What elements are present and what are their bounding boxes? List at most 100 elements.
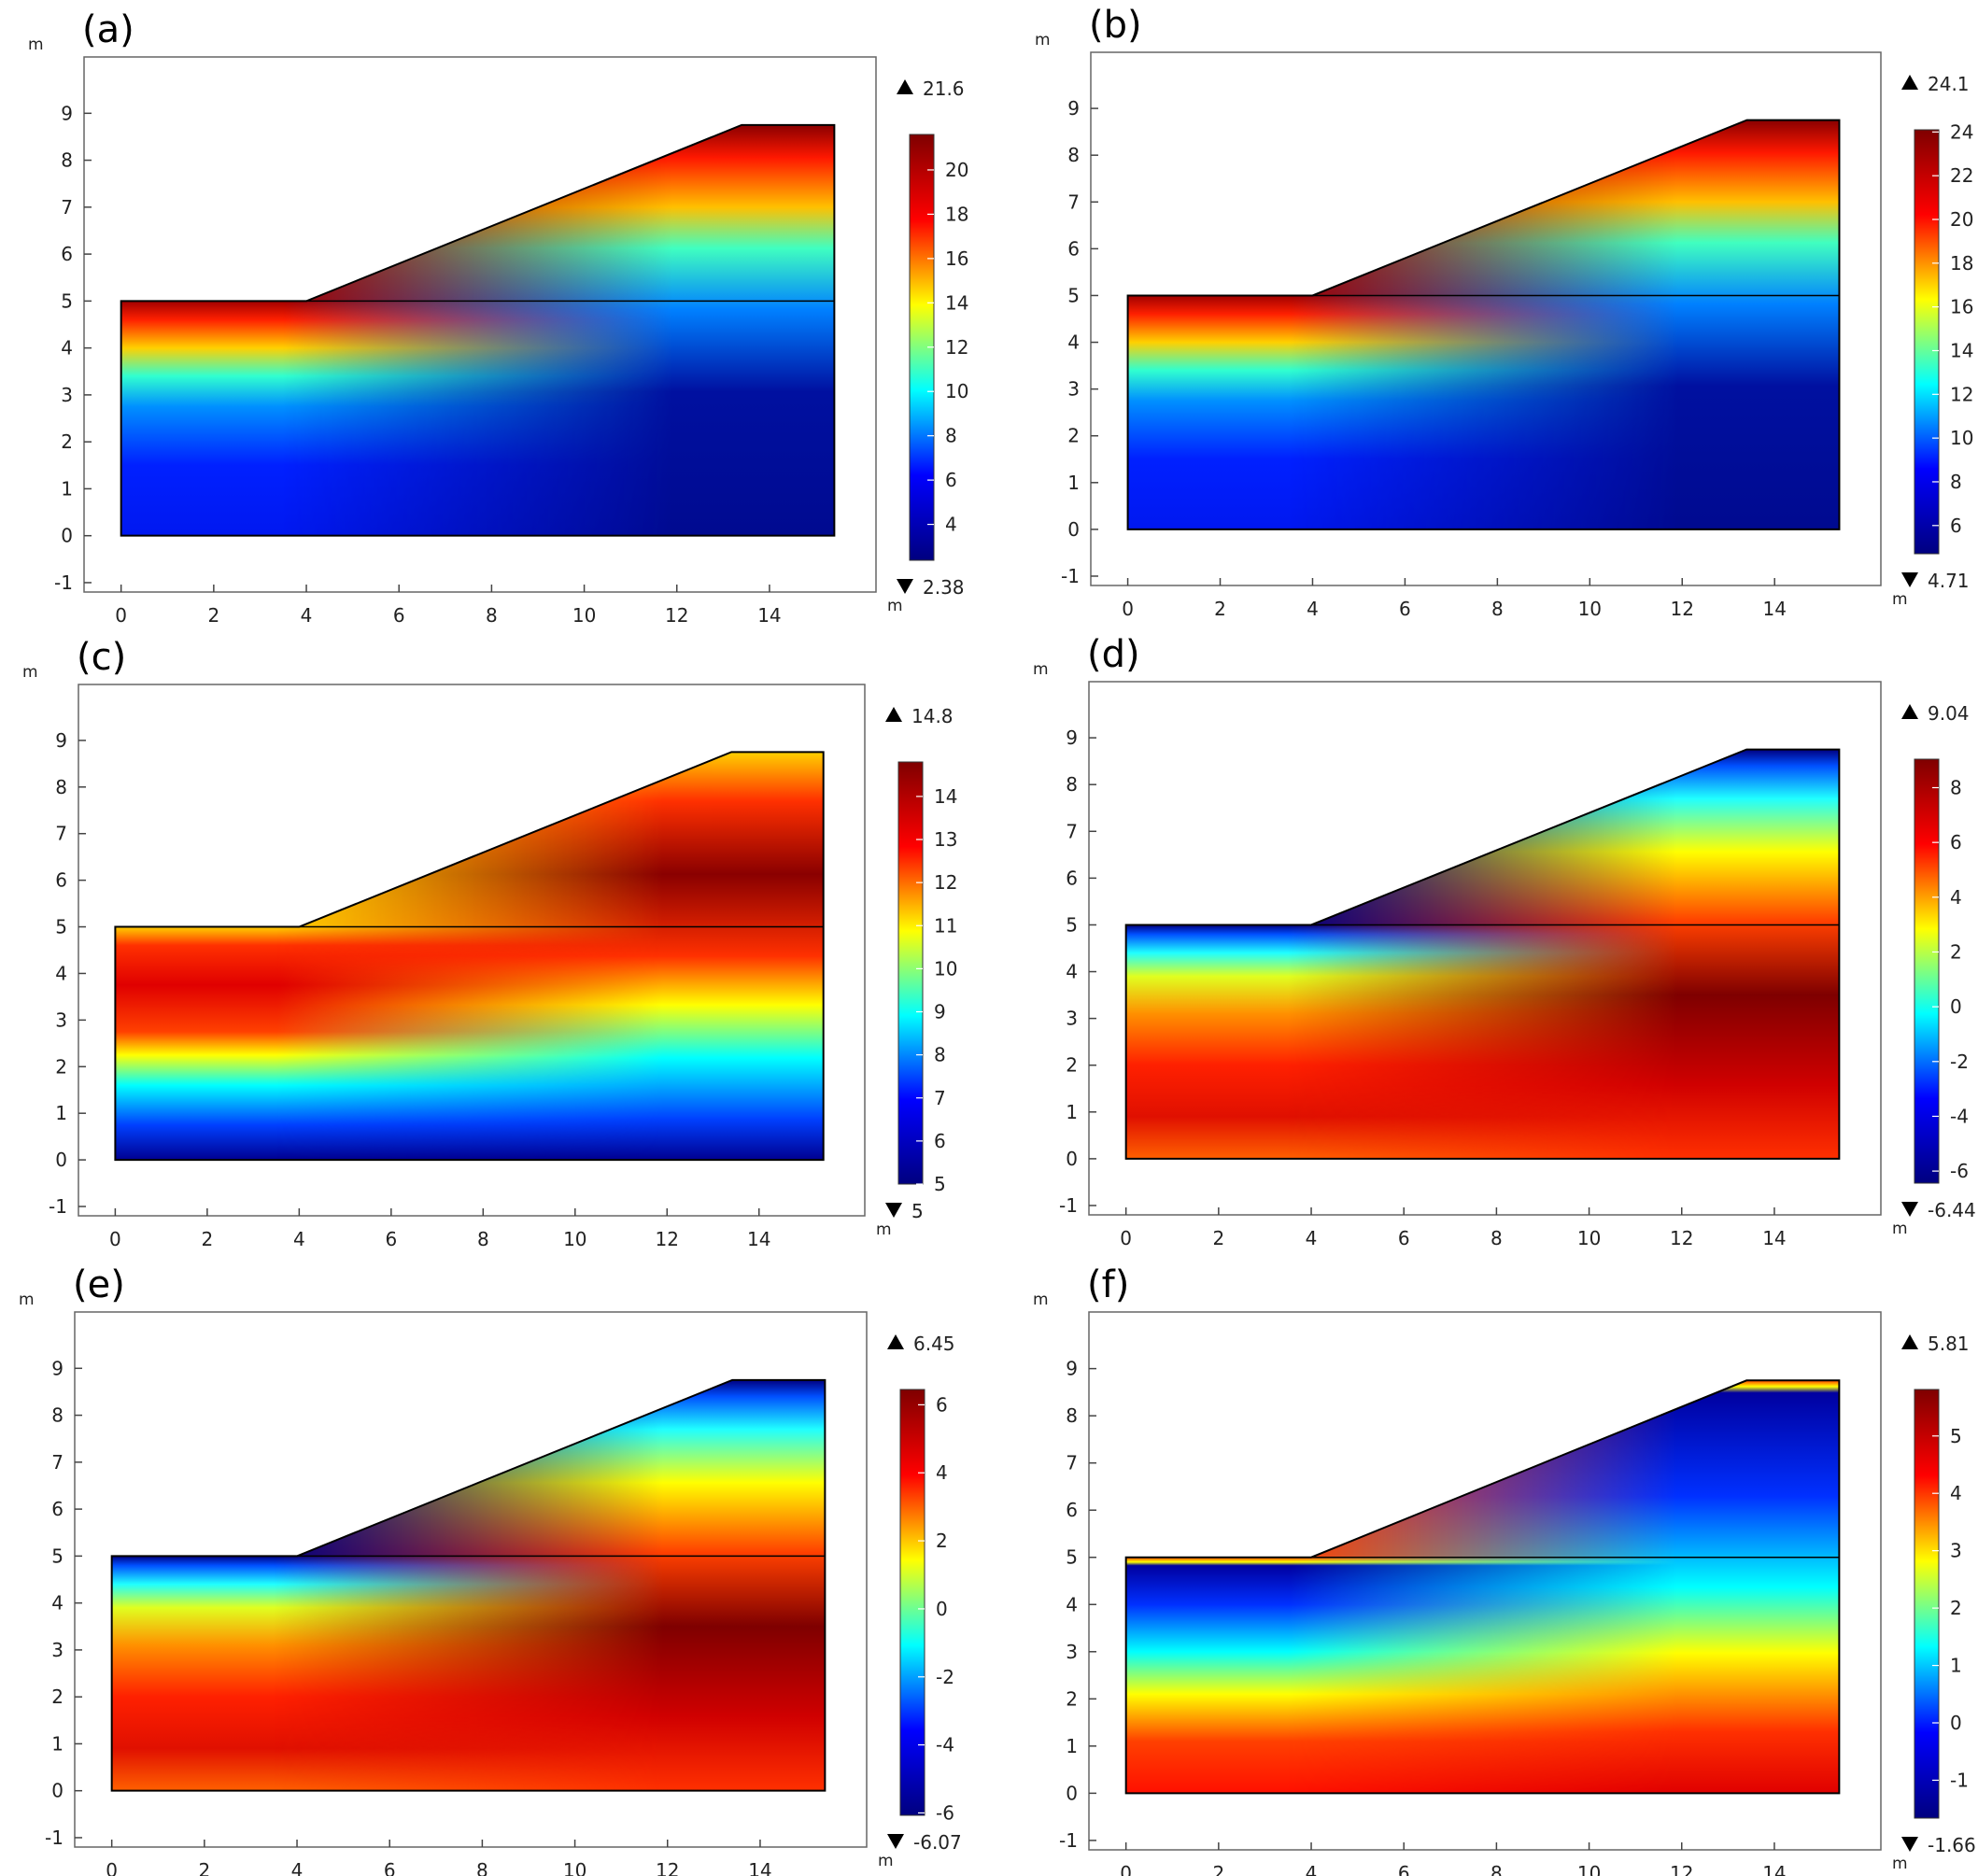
min-marker-icon [1901,572,1918,587]
max-marker-icon [897,79,913,94]
y-tick-label: 1 [55,1102,67,1124]
x-tick-label: 6 [393,604,405,627]
x-tick-label: 0 [1120,1227,1132,1249]
x-tick-label: 6 [1399,598,1411,620]
colorbar-tick-label: 6 [1950,831,1962,853]
y-tick-label: 5 [1067,284,1080,306]
colorbar-tick-label: 3 [1950,1540,1962,1562]
y-tick-label: 4 [55,962,67,984]
max-marker-icon [887,1334,904,1349]
x-tick-label: 4 [1306,1227,1318,1249]
x-axis-label: m [876,1220,892,1239]
y-tick-label: 8 [61,149,73,172]
colorbar-tick-label: 4 [936,1461,948,1484]
colorbar-tick-label: 2 [1950,940,1962,963]
colorbar [899,1389,925,1816]
colorbar-tick-label: 10 [934,957,957,980]
colorbar-tick-label: 12 [1950,383,1973,405]
colorbar-tick-label: 10 [1950,427,1973,449]
colorbar-tick-label: 18 [1950,252,1973,275]
y-tick-label: 3 [51,1639,64,1661]
y-tick-label: 1 [51,1732,64,1755]
colorbar-tick-label: 8 [1950,777,1962,799]
y-tick-label: 3 [55,1009,67,1031]
x-tick-label: 4 [291,1859,304,1876]
colorbar-tick-label: -2 [936,1666,954,1688]
x-tick-label: 12 [1671,598,1694,620]
colorbar-tick-label: 9 [934,1001,946,1023]
colorbar [1914,129,1940,555]
x-axis-label: m [878,1852,894,1870]
x-tick-label: 2 [1214,598,1226,620]
panel-e: (e)0 2 4 6 8 10 12 14-10123456789mm-6-4-202466.… [19,1263,962,1876]
x-tick-label: 10 [1577,1227,1601,1249]
colorbar-tick-label: 22 [1950,164,1973,187]
y-tick-label: 8 [1066,1404,1078,1427]
max-marker-icon [1901,75,1918,90]
x-tick-label: 2 [198,1859,210,1876]
y-tick-label: 0 [61,525,73,547]
x-tick-label: 0 [109,1228,121,1250]
y-tick-label: 2 [1066,1687,1078,1710]
x-tick-label: 14 [1762,1227,1786,1249]
colorbar-tick-label: 4 [1950,886,1962,909]
x-tick-label: 0 [106,1859,118,1876]
y-tick-label: 1 [1066,1101,1078,1123]
panel-label: (e) [73,1263,125,1306]
x-axis-label: m [887,597,903,615]
x-tick-label: 8 [1491,1227,1503,1249]
colorbar-tick-label: 12 [945,336,968,359]
y-tick-label: 6 [51,1498,64,1520]
x-tick-label: 10 [563,1859,586,1876]
x-tick-label: 2 [202,1228,214,1250]
y-tick-label: 5 [51,1545,64,1567]
y-tick-label: 8 [55,776,67,798]
panel-label: (f) [1087,1263,1129,1306]
y-tick-label: 0 [55,1149,67,1171]
y-axis-label: m [1033,1291,1049,1309]
y-tick-label: 9 [1066,726,1078,749]
max-value-label: 24.1 [1928,73,1970,95]
max-value-label: 14.8 [911,705,954,727]
panel-label: (c) [77,636,126,679]
y-axis-label: m [28,35,44,54]
x-tick-label: 0 [115,604,127,627]
x-tick-label: 6 [1398,1227,1410,1249]
colorbar-tick-label: 6 [945,469,957,491]
y-tick-label: 4 [1066,1593,1078,1615]
y-tick-label: 7 [51,1451,64,1474]
x-tick-label: 14 [757,604,781,627]
colorbar-tick-label: 2 [1950,1597,1962,1619]
x-tick-label: 2 [1212,1862,1224,1876]
min-value-label: -6.07 [913,1831,962,1854]
y-tick-label: 7 [1066,820,1078,842]
y-tick-label: 9 [61,102,73,124]
y-tick-label: 1 [1067,472,1080,494]
colorbar-tick-label: -4 [936,1734,954,1756]
colorbar-tick-label: 8 [1950,471,1962,493]
panel-label: (d) [1087,633,1140,676]
y-tick-label: 0 [1066,1148,1078,1170]
panel-label: (b) [1089,4,1142,47]
x-tick-label: 10 [1577,1862,1601,1876]
x-tick-label: 14 [1762,1862,1786,1876]
x-tick-label: 4 [1306,1862,1318,1876]
max-value-label: 9.04 [1928,702,1970,725]
y-tick-label: 4 [61,337,73,360]
colorbar-tick-label: 6 [934,1130,946,1152]
colorbar-tick-label: 13 [934,828,957,851]
y-tick-label: 9 [1067,97,1080,120]
y-tick-label: 3 [61,384,73,406]
max-value-label: 21.6 [923,78,965,100]
panel-c: (c)0 2 4 6 8 10 12 14-10123456789mm567891011121… [22,636,957,1250]
y-tick-label: -1 [45,1827,64,1849]
colorbar-tick-label: 0 [1950,995,1962,1018]
y-tick-label: 3 [1066,1641,1078,1663]
min-value-label: -6.44 [1928,1199,1976,1221]
min-marker-icon [885,1203,902,1218]
min-value-label: 5 [911,1200,924,1222]
colorbar-tick-label: -1 [1950,1769,1969,1791]
max-marker-icon [1901,704,1918,719]
y-tick-label: 2 [51,1686,64,1708]
x-tick-label: 14 [748,1859,771,1876]
